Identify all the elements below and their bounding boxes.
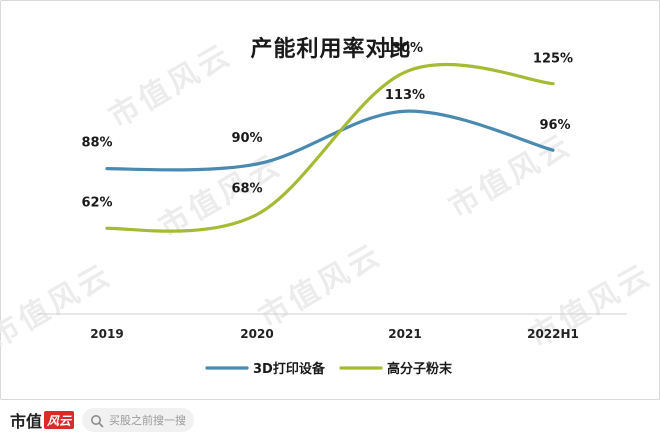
data-label: 130% — [383, 41, 423, 56]
search-placeholder: 买股之前搜一搜 — [109, 414, 187, 427]
legend-label: 3D打印设备 — [253, 361, 326, 377]
x-tick-label: 2019 — [90, 327, 123, 341]
x-tick-label: 2020 — [240, 327, 273, 341]
data-label: 96% — [539, 118, 570, 133]
x-tick-label: 2022H1 — [527, 327, 579, 341]
chart-title: 产能利用率对比 — [250, 37, 412, 62]
data-label: 68% — [231, 181, 262, 196]
line-chart: 88% 90% 113% 96% 62% 68% 130% 125% 2019 2020 2021… — [37, 41, 627, 377]
legend-label: 高分子粉末 — [387, 361, 453, 377]
data-label: 88% — [81, 136, 112, 151]
data-label: 62% — [81, 195, 112, 210]
brand-text: 市值 — [10, 412, 43, 431]
brand-badge: 风云 — [44, 411, 75, 429]
brand-logo[interactable]: 市值 风云 — [10, 408, 75, 432]
x-tick-label: 2021 — [388, 327, 421, 341]
search-box[interactable]: 买股之前搜一搜 — [82, 408, 195, 432]
data-label: 90% — [231, 131, 262, 146]
footer-bar: 市值 风云 买股之前搜一搜 — [0, 400, 660, 440]
series-line-1 — [105, 109, 555, 172]
data-label: 125% — [533, 52, 573, 67]
series-line-2 — [105, 62, 555, 233]
chart-frame: 市值风云 市值风云 市值风云 市值风云 市值风云 市值风云 产能利用率对比 88… — [0, 0, 660, 400]
search-icon — [90, 413, 104, 428]
data-label: 113% — [385, 88, 425, 103]
